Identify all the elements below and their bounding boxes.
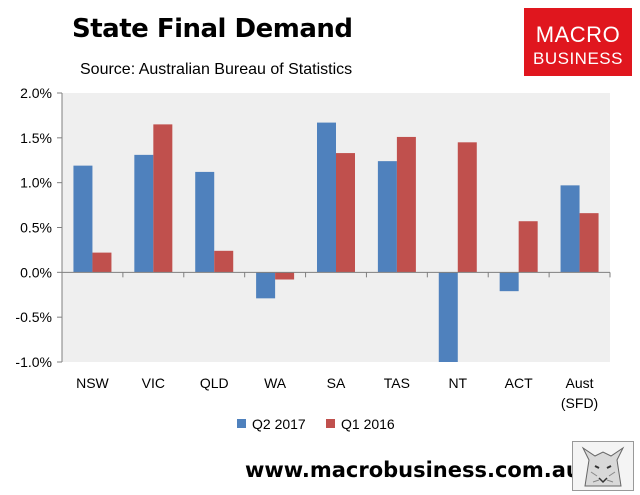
chart-subtitle: Source: Australian Bureau of Statistics xyxy=(80,61,353,78)
bar-chart: 2.0% 1.5% 1.0% 0.5% 0.0% -0.5% -1.0% NSW VIC QLD W… xyxy=(15,85,611,432)
bar-q2-2017 xyxy=(377,161,397,273)
y-tick-label: -1.0% xyxy=(15,354,52,370)
x-tick-label: Aust xyxy=(566,375,594,391)
bar-q2-2017 xyxy=(317,122,336,273)
bar-q2-2017 xyxy=(73,165,93,273)
bar-q1-2016 xyxy=(153,124,173,273)
bar-q1-2016 xyxy=(579,213,599,273)
bar-q1-2016 xyxy=(336,153,355,273)
bar-q2-2017 xyxy=(438,272,458,362)
bar-q1-2016 xyxy=(92,252,112,273)
y-tick-label: -0.5% xyxy=(15,309,52,325)
logo-line-2: BUSINESS xyxy=(533,49,623,68)
bar-q2-2017 xyxy=(195,171,215,273)
y-tick-label: 1.0% xyxy=(20,175,52,191)
bar-q1-2016 xyxy=(275,272,295,280)
bar-q2-2017 xyxy=(256,272,276,299)
bar-q2-2017 xyxy=(499,272,519,292)
logo-line-1: MACRO xyxy=(535,22,621,47)
y-tick-label: 2.0% xyxy=(20,85,52,101)
bar-q1-2016 xyxy=(457,142,477,273)
legend-swatch xyxy=(326,419,335,428)
x-tick-label: NSW xyxy=(76,375,109,391)
x-tick-label: SA xyxy=(327,375,346,391)
y-tick-label: 0.5% xyxy=(20,220,52,236)
legend-swatch xyxy=(237,419,246,428)
bar-q1-2016 xyxy=(518,221,538,273)
legend-label: Q2 2017 xyxy=(252,416,306,432)
x-tick-label: QLD xyxy=(200,375,229,391)
x-tick-label: NT xyxy=(448,375,467,391)
bar-q2-2017 xyxy=(134,154,154,273)
x-tick-label: VIC xyxy=(142,375,165,391)
x-tick-label: TAS xyxy=(384,375,410,391)
bar-q1-2016 xyxy=(214,250,234,273)
y-tick-label: 1.5% xyxy=(20,130,52,146)
x-tick-label: ACT xyxy=(505,375,533,391)
bar-q1-2016 xyxy=(396,136,416,273)
legend-label: Q1 2016 xyxy=(341,416,395,432)
x-tick-label: (SFD) xyxy=(561,395,598,411)
macro-business-logo[interactable]: MACRO BUSINESS xyxy=(524,8,632,76)
y-tick-label: 0.0% xyxy=(20,264,52,280)
footer-url[interactable]: www.macrobusiness.com.au xyxy=(245,458,581,482)
x-tick-label: WA xyxy=(264,375,287,391)
bar-q2-2017 xyxy=(560,185,580,273)
wolf-icon xyxy=(572,441,634,491)
page-title: State Final Demand xyxy=(72,14,353,44)
